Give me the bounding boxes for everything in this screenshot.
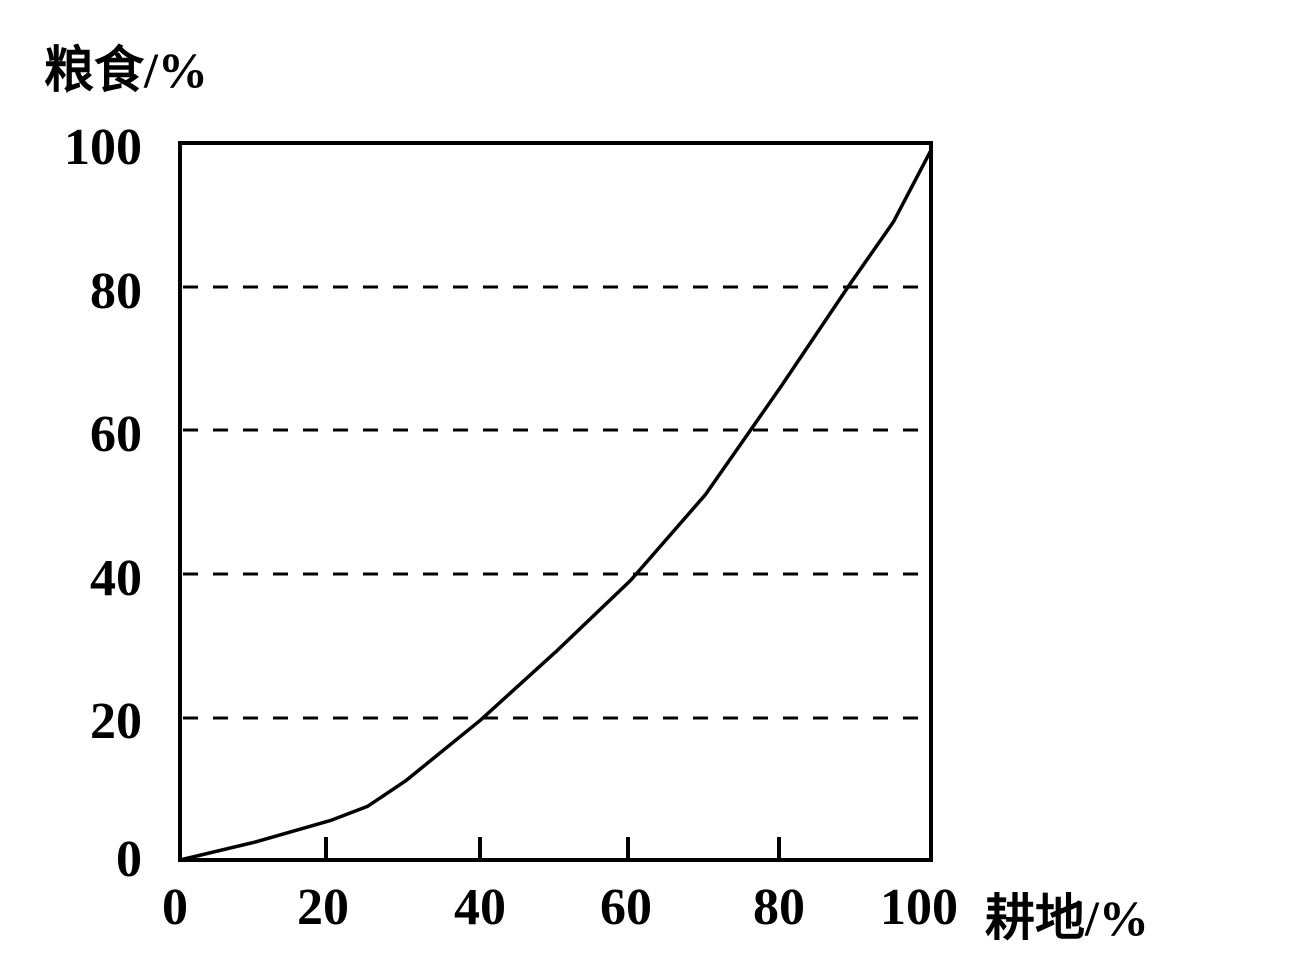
y-axis-label: 粮食/% — [44, 42, 208, 98]
plot-frame — [178, 141, 933, 862]
data-curve — [179, 149, 933, 862]
y-tick-60: 60 — [90, 406, 142, 463]
x-tick-80: 80 — [753, 879, 805, 936]
gridlines — [183, 285, 930, 720]
y-tick-0: 0 — [116, 831, 142, 888]
x-tick-100: 100 — [880, 879, 958, 936]
y-tick-100: 100 — [64, 119, 142, 176]
x-axis-label: 耕地/% — [985, 890, 1149, 946]
y-tick-20: 20 — [90, 693, 142, 750]
x-tick-0: 0 — [162, 879, 188, 936]
y-tick-80: 80 — [90, 263, 142, 320]
x-tick-marks — [324, 837, 781, 860]
y-tick-40: 40 — [90, 550, 142, 607]
x-tick-40: 40 — [454, 879, 506, 936]
x-tick-60: 60 — [600, 879, 652, 936]
x-tick-20: 20 — [297, 879, 349, 936]
